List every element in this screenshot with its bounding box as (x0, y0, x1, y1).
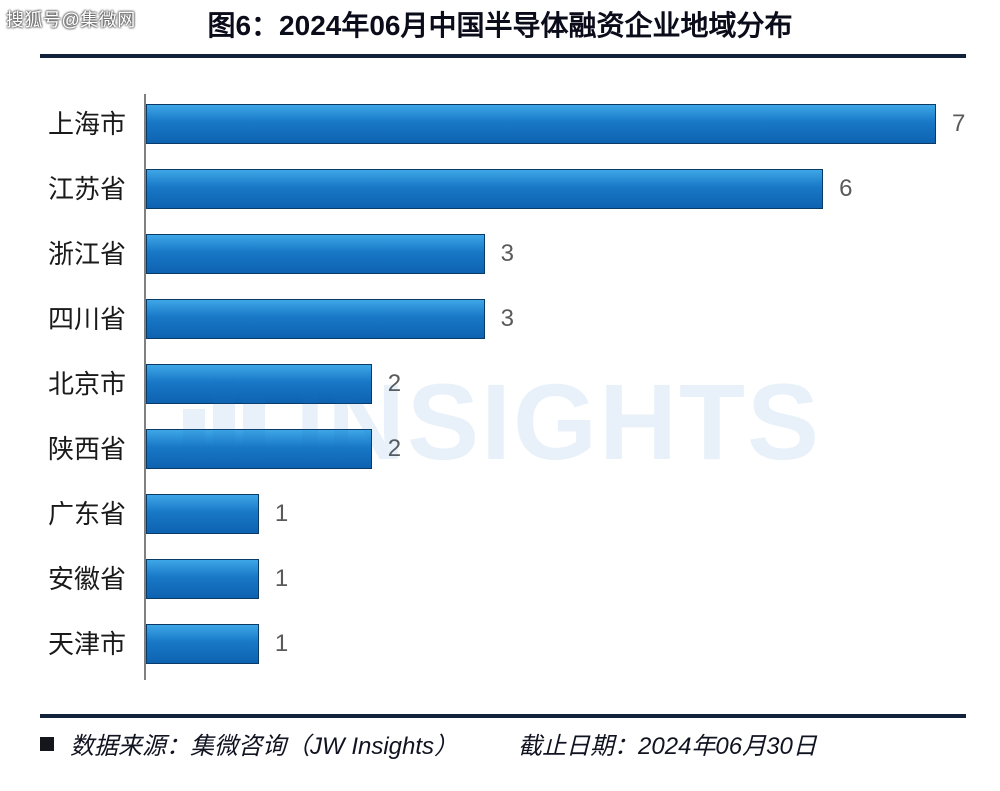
footer: 数据来源：集微咨询（JW Insights） 截止日期：2024年06月30日 (40, 726, 966, 761)
bar (146, 494, 259, 534)
value-label: 6 (839, 169, 852, 209)
bar-row: 浙江省3 (144, 234, 944, 274)
category-label: 四川省 (48, 299, 126, 339)
category-label: 陕西省 (48, 429, 126, 469)
category-label: 天津市 (48, 624, 126, 664)
chart-title: 图6：2024年06月中国半导体融资企业地域分布 (207, 10, 792, 41)
footer-bullet-icon (40, 737, 54, 751)
bar-row: 陕西省2 (144, 429, 944, 469)
value-label: 2 (388, 429, 401, 469)
chart-root: 搜狐号@集微网 图6：2024年06月中国半导体融资企业地域分布 INSIGHT… (0, 0, 1000, 791)
footer-asof: 截止日期：2024年06月30日 (518, 726, 817, 761)
value-label: 7 (952, 104, 965, 144)
value-label: 1 (275, 494, 288, 534)
value-label: 3 (501, 299, 514, 339)
bar (146, 559, 259, 599)
category-label: 安徽省 (48, 559, 126, 599)
bar-row: 天津市1 (144, 624, 944, 664)
chart-title-row: 图6：2024年06月中国半导体融资企业地域分布 (0, 4, 1000, 44)
category-label: 北京市 (48, 364, 126, 404)
value-label: 2 (388, 364, 401, 404)
footer-rule (40, 714, 966, 718)
bar-row: 上海市7 (144, 104, 944, 144)
bar (146, 169, 823, 209)
bar-row: 安徽省1 (144, 559, 944, 599)
value-label: 1 (275, 559, 288, 599)
bar-row: 北京市2 (144, 364, 944, 404)
category-label: 上海市 (48, 104, 126, 144)
bar (146, 624, 259, 664)
category-label: 江苏省 (48, 169, 126, 209)
plot-area: 上海市7 江苏省6 浙江省3 四川省3 北京市2 陕西省2 广东省1 安徽省1 天津市1 (144, 94, 944, 680)
bar-row: 四川省3 (144, 299, 944, 339)
bar (146, 234, 485, 274)
bar-row: 广东省1 (144, 494, 944, 534)
category-label: 广东省 (48, 494, 126, 534)
value-label: 1 (275, 624, 288, 664)
bar (146, 299, 485, 339)
bar (146, 364, 372, 404)
bar (146, 104, 936, 144)
title-underline (40, 54, 966, 58)
bar-row: 江苏省6 (144, 169, 944, 209)
category-label: 浙江省 (48, 234, 126, 274)
footer-source: 数据来源：集微咨询（JW Insights） (70, 726, 458, 761)
bar (146, 429, 372, 469)
value-label: 3 (501, 234, 514, 274)
source-watermark-small: 搜狐号@集微网 (6, 6, 136, 32)
